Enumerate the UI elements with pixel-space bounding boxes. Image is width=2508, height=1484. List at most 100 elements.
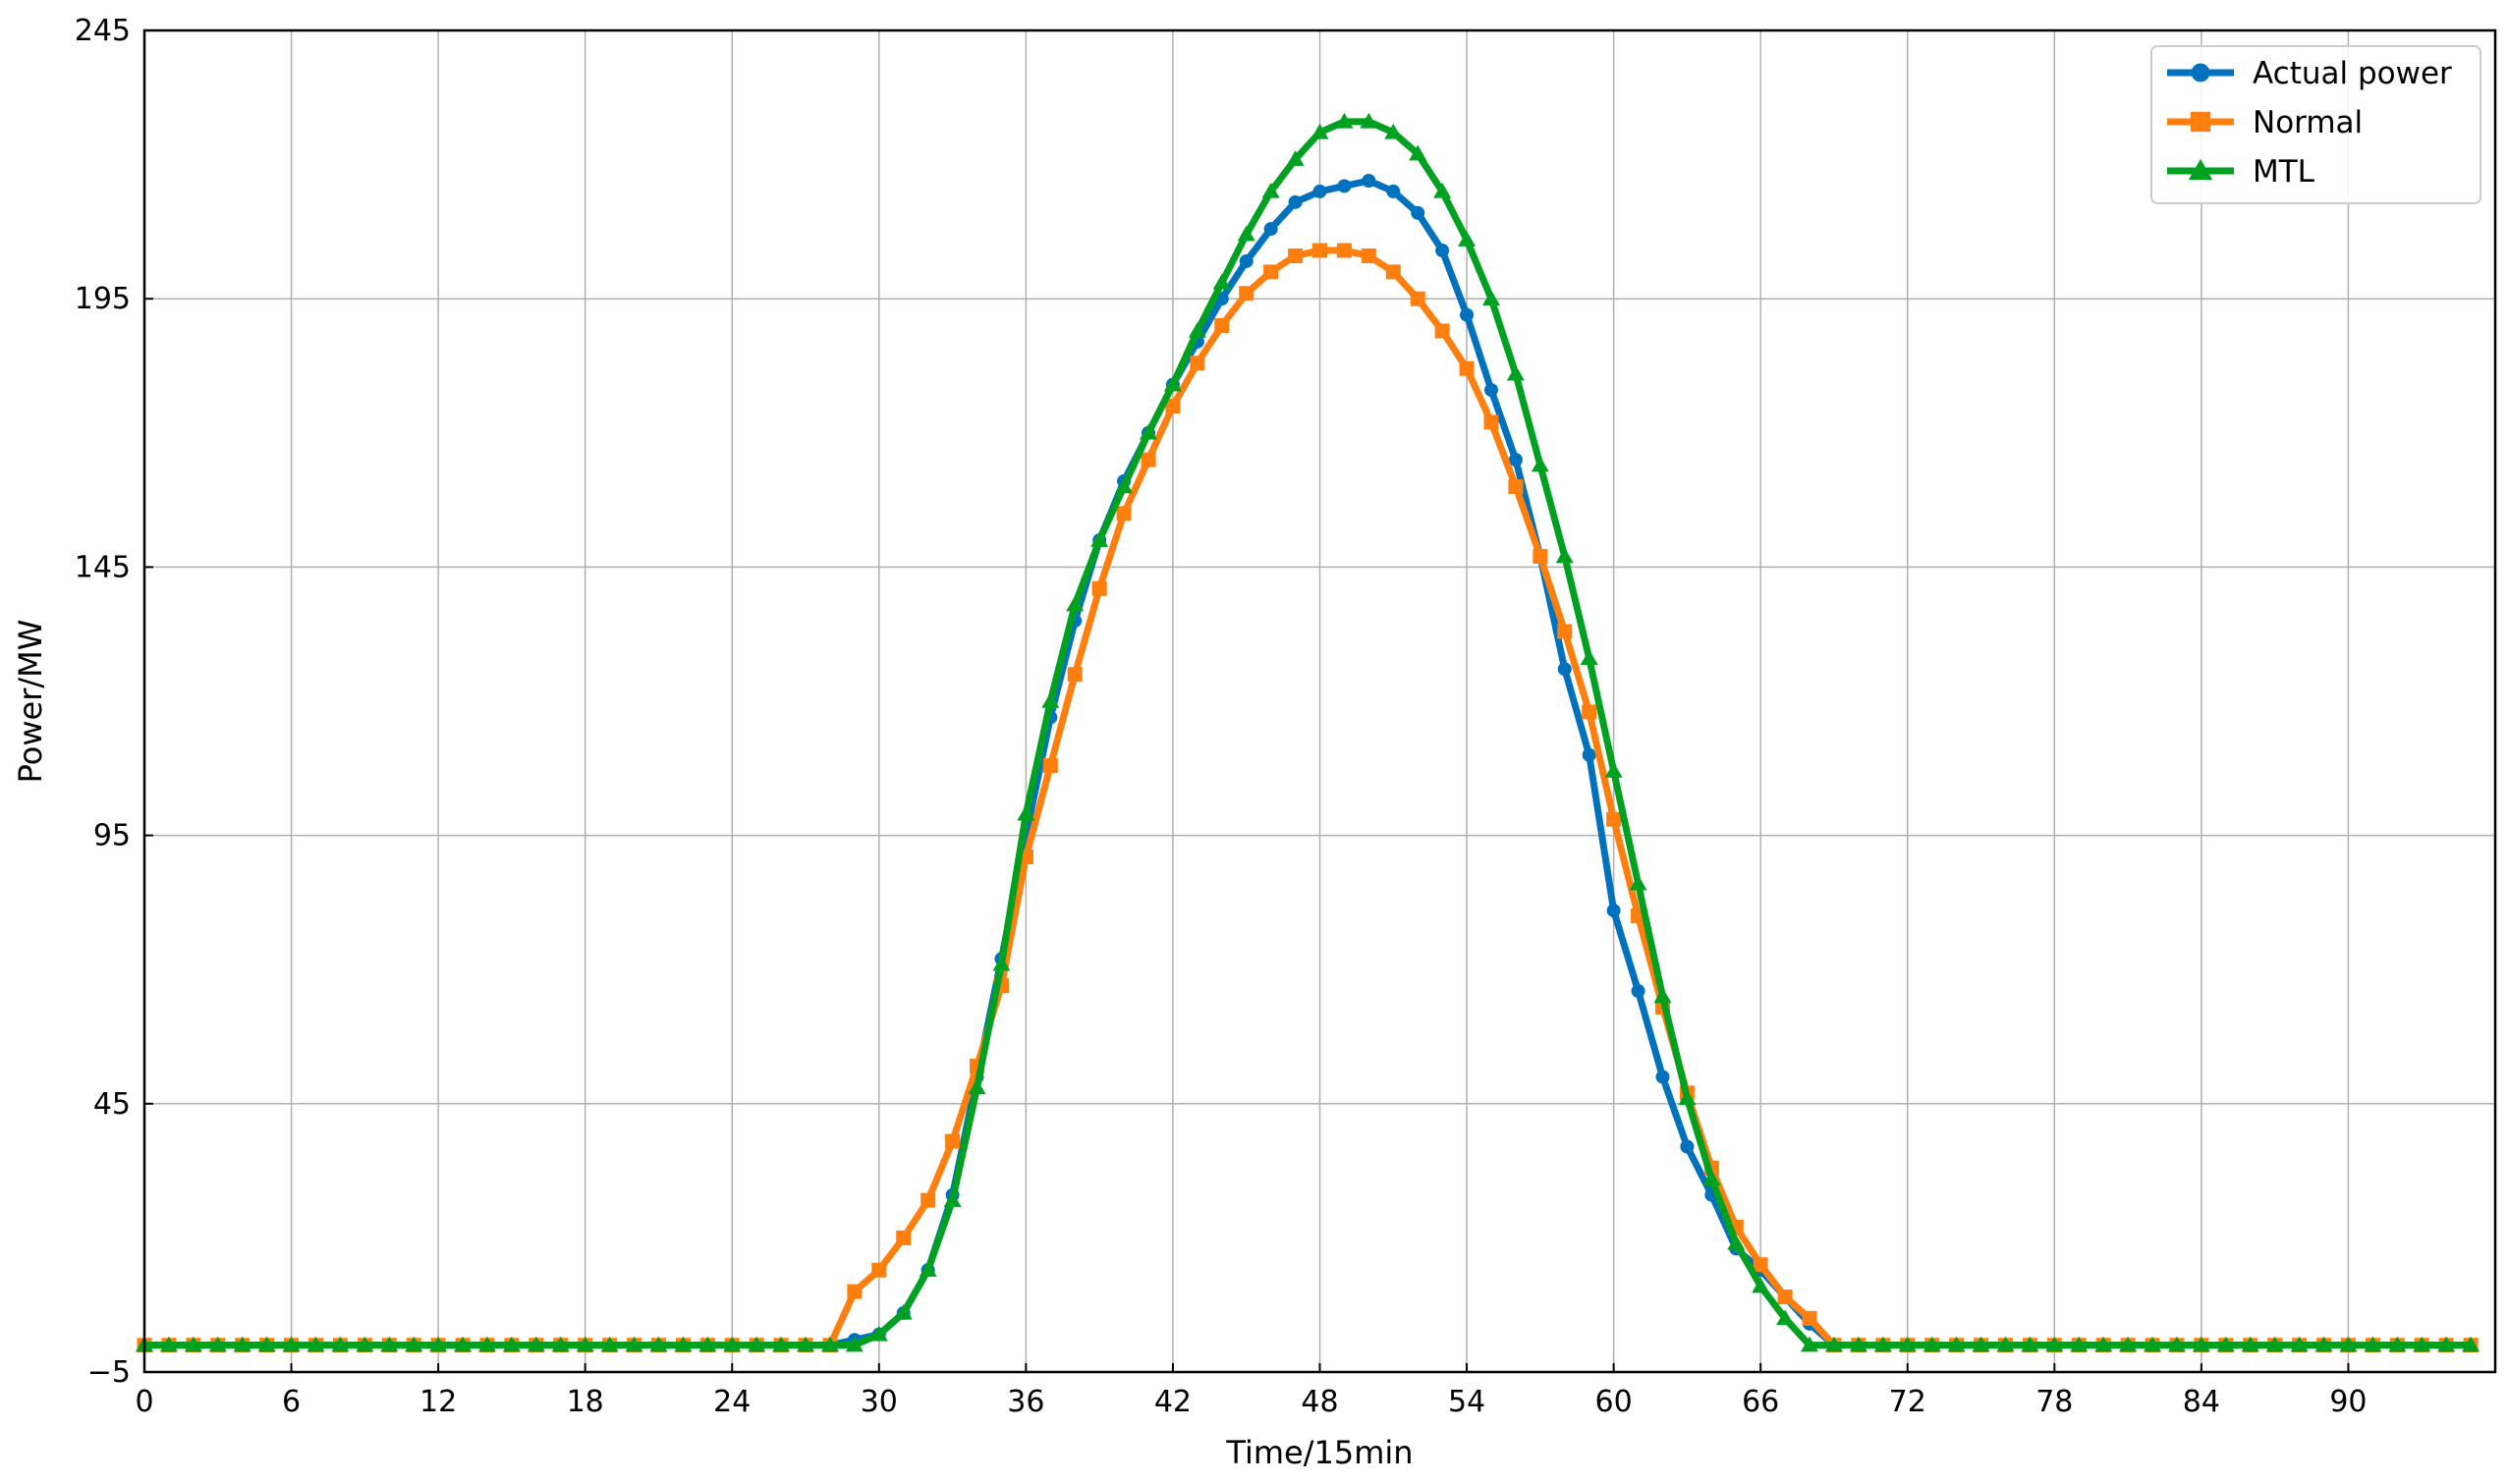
data-point-normal [1434,323,1450,339]
y-tick-label: 245 [75,14,131,48]
data-point-mtl [1409,144,1427,161]
data-point-mtl [1335,112,1354,129]
axis-ticks: 0 6 12 18 24 30 36 42 48 54 60 66 72 78 84 90 −5 45 95 145 1… [75,14,2368,1419]
data-point-mtl [1629,874,1647,891]
data-point-normal [1042,758,1058,774]
data-point-mtl [1261,182,1280,198]
data-point-mtl [1923,1336,1941,1352]
data-point-mtl [1824,1336,1843,1352]
data-point-mtl [968,1078,986,1095]
data-point-mtl [674,1336,693,1352]
data-point-normal [1067,667,1083,683]
data-point-mtl [1481,290,1500,305]
data-point-mtl [698,1336,717,1352]
data-point-actual-power [1386,184,1401,198]
x-tick-label: 30 [861,1385,898,1419]
data-point-mtl [2388,1336,2407,1352]
data-point-normal [1361,247,1376,263]
data-point-mtl [2167,1336,2186,1352]
data-point-normal [1508,478,1524,494]
data-point-actual-power [1288,194,1303,209]
series-layer [136,112,2480,1353]
data-point-mtl [1188,321,1206,338]
data-point-mtl [1898,1336,1917,1352]
x-tick-label: 12 [419,1385,457,1419]
data-point-mtl [429,1336,448,1352]
data-point-mtl [2462,1336,2480,1352]
data-point-actual-power [1680,1139,1695,1154]
data-point-normal [1802,1310,1817,1326]
data-point-mtl [1212,273,1231,290]
data-point-mtl [748,1336,766,1352]
data-point-mtl [600,1336,619,1352]
data-point-normal [1606,811,1622,827]
data-point-mtl [405,1336,423,1352]
data-point-normal [945,1133,961,1149]
data-point-mtl [797,1336,815,1352]
data-point-mtl [894,1303,913,1320]
x-tick-label: 78 [2035,1385,2073,1419]
x-tick-label: 18 [567,1385,604,1419]
data-point-mtl [208,1336,227,1352]
legend-label-mtl: MTL [2253,154,2315,190]
data-point-mtl [1458,231,1477,247]
data-point-mtl [1873,1336,1892,1352]
data-point-mtl [307,1336,325,1352]
data-point-actual-power [1582,747,1596,762]
data-point-mtl [1360,112,1378,129]
data-point-mtl [723,1336,742,1352]
data-point-mtl [1041,692,1060,708]
data-point-mtl [1580,649,1598,666]
data-point-mtl [2241,1336,2259,1352]
data-point-normal [1165,398,1181,413]
data-point-mtl [2339,1336,2358,1352]
data-point-normal [1263,264,1279,280]
x-tick-label: 6 [282,1385,301,1419]
data-point-normal [1459,360,1475,376]
data-point-mtl [527,1336,545,1352]
x-tick-label: 84 [2183,1385,2220,1419]
data-point-mtl [1286,150,1305,166]
data-point-mtl [992,955,1011,971]
data-point-mtl [1310,123,1329,139]
legend: Actual power Normal MTL [2150,45,2481,204]
data-point-mtl [869,1325,888,1342]
data-point-mtl [331,1336,350,1352]
data-point-mtl [919,1261,937,1277]
data-point-mtl [1140,423,1158,440]
data-point-mtl [576,1336,594,1352]
data-point-mtl [2437,1336,2456,1352]
data-point-mtl [2290,1336,2309,1352]
legend-box [2150,45,2481,204]
data-point-mtl [1090,531,1109,547]
data-point-mtl [2144,1336,2162,1352]
y-tick-label: 145 [75,550,131,584]
data-point-actual-power [1411,205,1425,220]
data-point-mtl [1237,225,1255,242]
data-point-mtl [1384,123,1403,139]
data-point-actual-power [1557,662,1572,677]
y-tick-label: −5 [87,1355,131,1390]
data-point-mtl [1531,456,1549,472]
data-point-mtl [1433,182,1452,198]
series-mtl [136,112,2480,1352]
data-point-actual-power [1460,307,1475,322]
data-point-actual-power [1312,184,1327,198]
data-point-mtl [1776,1309,1795,1326]
x-tick-label: 42 [1154,1385,1192,1419]
data-point-mtl [1947,1336,1966,1352]
data-point-mtl [1017,804,1035,821]
y-tick-label: 195 [75,282,131,316]
x-tick-label: 36 [1007,1385,1044,1419]
data-point-normal [920,1192,936,1208]
data-point-mtl [2119,1336,2138,1352]
x-tick-label: 54 [1448,1385,1485,1419]
data-point-mtl [2192,1336,2210,1352]
data-point-mtl [943,1191,962,1207]
data-point-mtl [502,1336,521,1352]
legend-marker-mtl [2188,158,2213,181]
data-point-mtl [1163,375,1182,392]
data-point-normal [1190,356,1205,371]
data-point-mtl [1555,547,1574,564]
data-point-normal [1336,243,1352,258]
